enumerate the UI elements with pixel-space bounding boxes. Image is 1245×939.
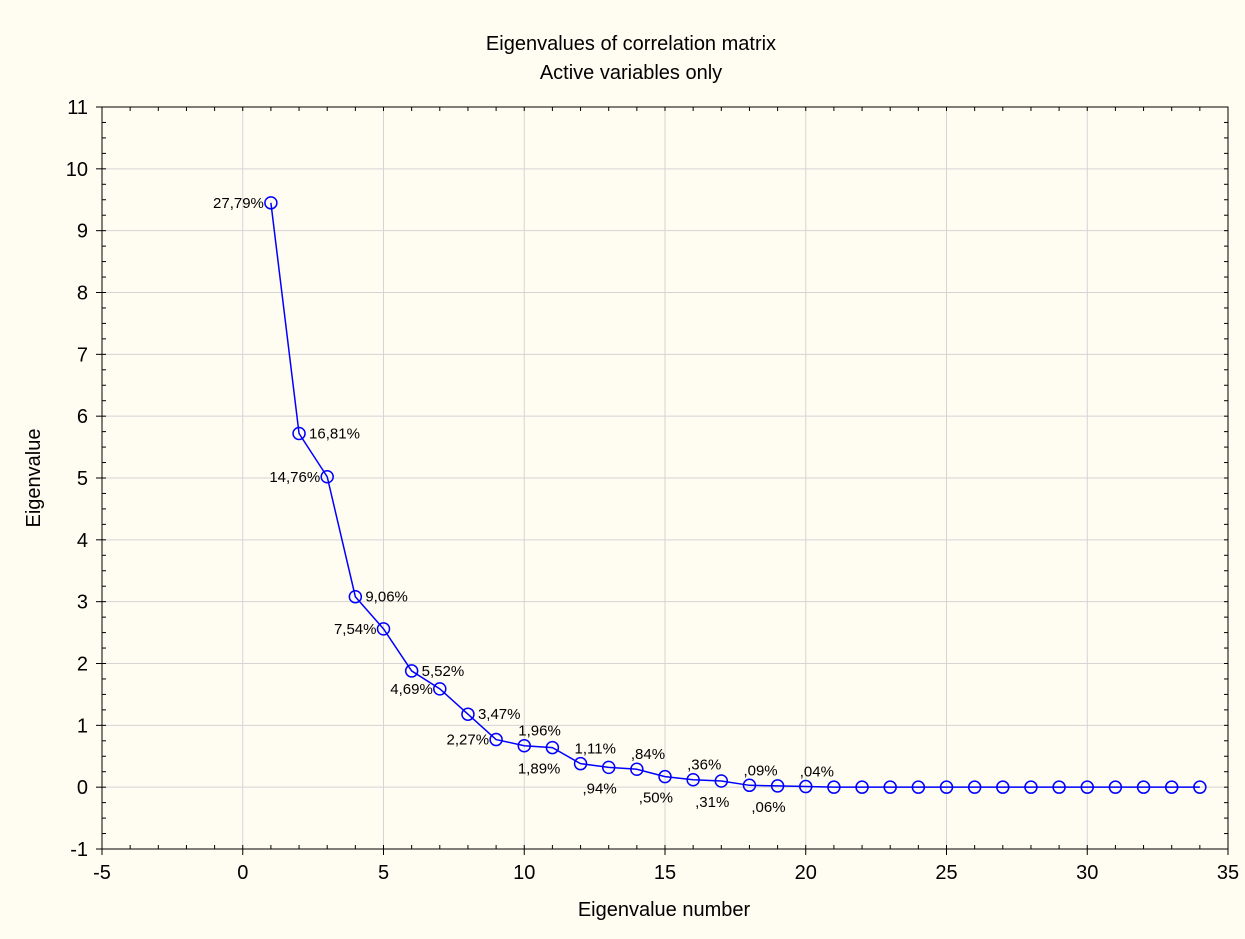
data-point [911,780,926,794]
x-tick-label: 10 [513,862,535,884]
plot-area: -5 0 5 10 15 20 25 30 35 -1 0 1 2 3 4 5 6 7 8 9 10 11 27,79% 16… [66,97,1239,884]
data-point [658,769,672,784]
data-label: ,36% [687,757,721,774]
data-label: 3,47% [478,706,521,723]
data-label: 5,52% [422,663,465,680]
data-point [996,780,1010,794]
data-point [827,780,841,794]
data-label: ,84% [631,746,665,763]
data-point [489,732,503,747]
data-point [939,780,954,794]
y-axis-label: Eigenvalue [23,429,45,528]
data-label: 2,27% [447,732,490,749]
x-tick-label: -5 [93,862,111,884]
data-point [714,774,729,788]
data-point [1108,780,1123,794]
data-point [1080,780,1094,794]
y-tick-label: 9 [77,221,88,243]
data-label: 4,69% [390,681,433,698]
data-label: 1,96% [518,723,561,740]
data-point [630,762,644,776]
data-point [1024,780,1038,794]
data-label: 7,54% [334,621,377,638]
y-tick-label: 6 [77,406,88,428]
data-label: ,94% [582,780,616,797]
data-point [264,196,278,210]
data-point [967,780,982,794]
y-tick-label: 8 [77,283,88,305]
y-tick-label: 0 [77,777,88,799]
y-tick-label: 2 [77,654,88,676]
data-point [545,740,560,755]
data-label: ,31% [695,794,729,811]
data-label: ,09% [743,762,777,779]
chart-subtitle: Active variables only [540,62,722,84]
data-point [770,779,785,793]
data-label: 14,76% [269,469,320,486]
x-tick-label: 5 [378,862,389,884]
data-point [404,664,419,678]
x-tick-label: 0 [237,862,248,884]
chart-title: Eigenvalues of correlation matrix [486,33,776,55]
y-tick-label: 5 [77,468,88,490]
x-tick-label: 25 [935,862,957,884]
x-axis-label: Eigenvalue number [578,899,751,921]
data-point [1164,780,1179,794]
x-tick-label: 30 [1076,862,1098,884]
y-tick-label: 11 [67,97,88,119]
y-tick-label: 10 [66,159,88,181]
data-point [855,780,869,794]
data-label: 1,89% [518,761,561,778]
y-tick-label: 7 [77,344,88,366]
data-point [348,589,363,604]
data-point [883,780,897,794]
x-tick-label: 35 [1217,862,1239,884]
y-tick-label: 3 [77,592,88,614]
data-point [742,778,757,793]
data-point [1193,780,1207,794]
data-point [517,738,531,753]
data-label: ,50% [639,790,673,807]
data-point [799,779,813,794]
y-tick-label: 1 [77,715,88,737]
data-label: 16,81% [309,425,360,442]
x-tick-label: 15 [654,862,676,884]
data-label: 27,79% [213,195,264,212]
y-tick-label: -1 [70,839,88,861]
data-point [573,756,588,771]
data-point [461,707,475,721]
plot-frame [101,106,1229,850]
data-point [1052,780,1066,794]
data-label: ,04% [800,764,834,781]
data-label: ,06% [751,799,785,816]
x-tick-label: 20 [795,862,817,884]
data-point [292,426,306,441]
data-point [433,682,447,696]
data-label: 9,06% [365,589,408,606]
data-point [686,772,700,787]
data-point [1136,780,1151,794]
data-point [601,760,616,775]
series-line [270,202,1200,788]
data-point [320,470,334,484]
data-label: 1,11% [575,741,616,758]
y-tick-label: 4 [77,530,88,552]
data-point [376,622,391,636]
